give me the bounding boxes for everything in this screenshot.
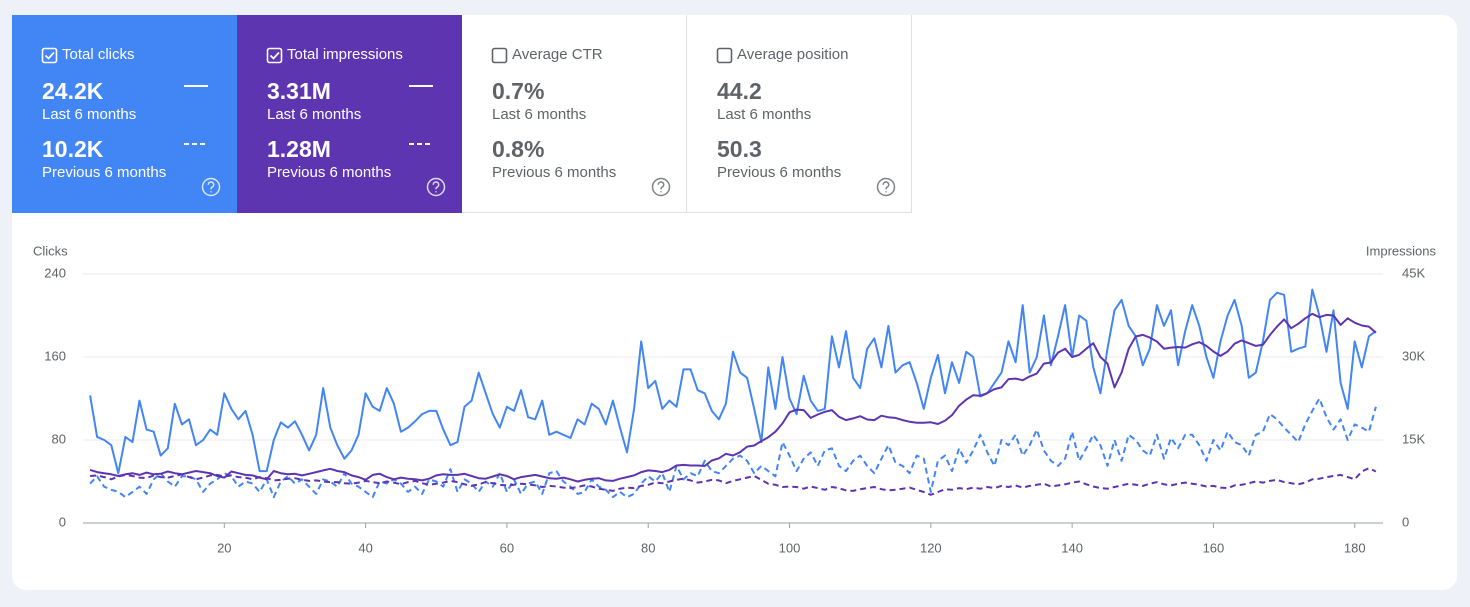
checkbox-box (41, 47, 58, 64)
help-icon[interactable] (200, 176, 222, 198)
series-line (90, 467, 1377, 496)
metric-previous-period: Previous 6 months (492, 164, 617, 181)
x-tick-label: 100 (779, 540, 801, 555)
help-glyph (882, 181, 890, 193)
help-icon[interactable] (650, 176, 672, 198)
x-tick-label: 60 (500, 540, 514, 555)
metric-previous-value: 0.8% (492, 136, 545, 162)
checkbox-box (491, 47, 508, 64)
metric-previous-value: 1.28M (267, 136, 331, 162)
series-line (89, 312, 1377, 483)
help-glyph (207, 181, 215, 193)
metric-card[interactable]: Average position 44.2 Last 6 months 50.3 Pre… (687, 15, 912, 213)
checkbox[interactable] (41, 47, 59, 65)
metric-card[interactable]: Total impressions 3.31M Last 6 months 1.28M… (237, 15, 462, 213)
y-tick-label: 80 (52, 431, 66, 446)
help-glyph (657, 181, 665, 193)
x-tick-label: 140 (1061, 540, 1083, 555)
metric-label: Total clicks (62, 46, 135, 63)
help-icon[interactable] (875, 176, 897, 198)
checkbox[interactable] (491, 47, 509, 65)
y2-axis-title: Impressions (1366, 243, 1437, 258)
x-tick-label: 160 (1203, 540, 1225, 555)
y2-tick-label: 15K (1402, 431, 1425, 446)
y2-tick-label: 30K (1402, 348, 1425, 363)
help-circle (651, 177, 671, 197)
checkbox-tick (44, 51, 55, 60)
y2-tick-label: 0 (1402, 514, 1409, 529)
x-tick-label: 80 (641, 540, 655, 555)
y-tick-label: 240 (44, 265, 66, 280)
y2-tick-label: 45K (1402, 265, 1425, 280)
metric-card[interactable]: Average CTR 0.7% Last 6 months 0.8% Previous… (462, 15, 687, 213)
checkbox-box (266, 47, 283, 64)
checkbox-tick (269, 51, 280, 60)
y-axis-title: Clicks (33, 243, 68, 258)
metric-value: 24.2K (42, 78, 104, 104)
help-icon[interactable] (425, 176, 447, 198)
metric-label: Average position (737, 46, 849, 63)
checkbox[interactable] (716, 47, 734, 65)
metric-cards: Total clicks 24.2K Last 6 months 10.2K Previ… (12, 15, 912, 213)
help-circle (201, 177, 221, 197)
checkbox-box (716, 47, 733, 64)
y-tick-label: 0 (59, 514, 66, 529)
metric-period: Last 6 months (717, 106, 812, 123)
series-line (89, 397, 1377, 499)
help-glyph (432, 181, 440, 193)
metric-previous-value: 10.2K (42, 136, 104, 162)
metric-label: Total impressions (287, 46, 403, 63)
metric-period: Last 6 months (492, 106, 587, 123)
x-tick-label: 120 (920, 540, 942, 555)
metric-value: 0.7% (492, 78, 545, 104)
help-circle (876, 177, 896, 197)
x-tick-label: 20 (217, 540, 231, 555)
metric-value: 44.2 (717, 78, 762, 104)
metric-period: Last 6 months (267, 106, 362, 123)
series-line (89, 288, 1377, 475)
x-tick-label: 180 (1344, 540, 1366, 555)
metric-previous-period: Previous 6 months (267, 164, 392, 181)
y-tick-label: 160 (44, 348, 66, 363)
metric-period: Last 6 months (42, 106, 137, 123)
line-style-icons (409, 85, 433, 145)
metric-value: 3.31M (267, 78, 331, 104)
line-style-icons (184, 85, 208, 145)
metric-previous-period: Previous 6 months (717, 164, 842, 181)
help-circle (426, 177, 446, 197)
metric-label: Average CTR (512, 46, 603, 63)
checkbox[interactable] (266, 47, 284, 65)
metric-previous-value: 50.3 (717, 136, 762, 162)
metric-card[interactable]: Total clicks 24.2K Last 6 months 10.2K Previ… (12, 15, 237, 213)
x-tick-label: 40 (358, 540, 372, 555)
metric-previous-period: Previous 6 months (42, 164, 167, 181)
